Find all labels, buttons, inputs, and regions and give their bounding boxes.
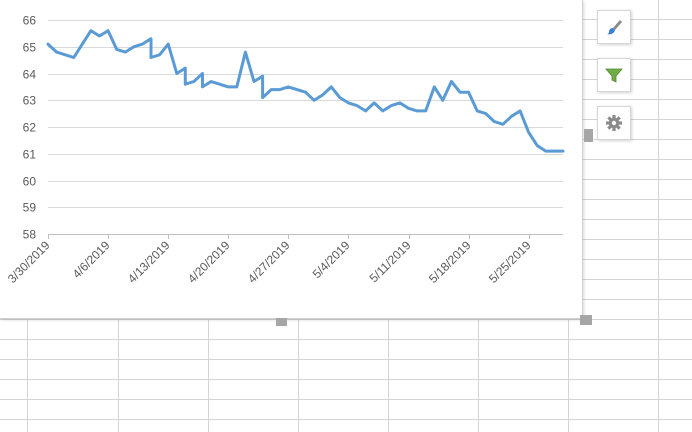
y-tick-label: 58 bbox=[23, 228, 37, 242]
series-line bbox=[46, 29, 565, 153]
chart-settings-button[interactable] bbox=[597, 106, 631, 140]
x-tick-label: 5/25/2019 bbox=[486, 238, 534, 286]
x-tick-label: 4/27/2019 bbox=[245, 238, 293, 286]
chart-styles-button[interactable] bbox=[597, 10, 631, 44]
y-tick-label: 63 bbox=[23, 94, 37, 108]
y-tick-label: 59 bbox=[23, 201, 37, 215]
x-tick-label: 4/20/2019 bbox=[185, 238, 233, 286]
y-tick-label: 62 bbox=[23, 121, 37, 135]
resize-handle-corner[interactable] bbox=[580, 315, 592, 325]
y-tick-label: 64 bbox=[23, 68, 37, 82]
gridlines bbox=[48, 20, 563, 235]
chart-filters-button[interactable] bbox=[597, 58, 631, 92]
y-tick-label: 65 bbox=[23, 41, 37, 55]
chart-area[interactable]: 58 59 60 61 62 63 64 65 66 3/30/2019 4/6/2019 4/13… bbox=[0, 0, 583, 319]
x-tick-label: 3/30/2019 bbox=[5, 238, 53, 286]
x-axis: 3/30/2019 4/6/2019 4/13/2019 4/20/2019 4/27/… bbox=[5, 234, 534, 286]
x-tick-label: 4/13/2019 bbox=[125, 238, 173, 286]
data-series bbox=[46, 29, 565, 153]
x-tick-label: 4/6/2019 bbox=[70, 238, 113, 281]
x-tick-label: 5/18/2019 bbox=[426, 238, 474, 286]
paintbrush-icon bbox=[607, 20, 622, 35]
y-tick-label: 61 bbox=[23, 148, 37, 162]
resize-handle-right[interactable] bbox=[584, 129, 593, 142]
y-tick-label: 60 bbox=[23, 175, 37, 189]
resize-handle-bottom[interactable] bbox=[276, 318, 287, 326]
gear-icon bbox=[606, 115, 622, 131]
x-tick-label: 5/4/2019 bbox=[310, 238, 353, 281]
y-axis-labels: 58 59 60 61 62 63 64 65 66 bbox=[23, 14, 37, 242]
x-tick-label: 5/11/2019 bbox=[367, 238, 414, 285]
funnel-icon bbox=[605, 68, 623, 83]
line-chart: 58 59 60 61 62 63 64 65 66 3/30/2019 4/6/2019 4/13… bbox=[5, 14, 565, 286]
y-tick-label: 66 bbox=[23, 14, 37, 28]
